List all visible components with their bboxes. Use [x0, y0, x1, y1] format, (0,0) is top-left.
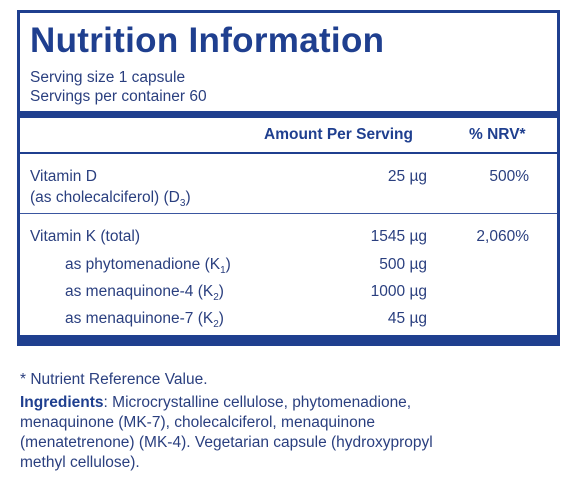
header-divider — [20, 111, 557, 118]
nutrition-panel: Nutrition Information Serving size 1 cap… — [17, 10, 560, 346]
k1-label: as phytomenadione (K1) — [65, 256, 231, 276]
vitamin-d-label: Vitamin D — [30, 168, 97, 185]
ingredients-line-2: menaquinone (MK-7), cholecalciferol, men… — [20, 414, 375, 431]
vitamin-d-nrv: 500% — [489, 168, 529, 185]
row-divider — [20, 213, 557, 214]
amount-column-header: Amount Per Serving — [264, 126, 413, 143]
mk4-label: as menaquinone-4 (K2) — [65, 283, 224, 303]
ingredients-line-4: methyl cellulose). — [20, 454, 140, 471]
nrv-column-header: % NRV* — [469, 126, 526, 143]
vitamin-d-sublabel: (as cholecalciferol) (D3) — [30, 189, 191, 209]
ingredients-heading: Ingredients — [20, 394, 104, 411]
mk4-amount: 1000 µg — [370, 283, 427, 300]
vitamin-k-amount: 1545 µg — [370, 228, 427, 245]
mk7-label: as menaquinone-7 (K2) — [65, 310, 224, 330]
column-header-divider — [20, 152, 557, 154]
serving-size: Serving size 1 capsule — [30, 69, 186, 86]
mk7-amount: 45 µg — [387, 310, 427, 327]
footnote: * Nutrient Reference Value. — [20, 371, 208, 388]
bottom-divider — [20, 335, 557, 343]
panel-title: Nutrition Information — [30, 21, 385, 60]
vitamin-k-label: Vitamin K (total) — [30, 228, 140, 245]
vitamin-k-nrv: 2,060% — [476, 228, 529, 245]
ingredients-line-1: Ingredients: Microcrystalline cellulose,… — [20, 394, 412, 411]
servings-per-container: Servings per container 60 — [30, 88, 207, 105]
k1-amount: 500 µg — [379, 256, 427, 273]
ingredients-line-3: (menatetrenone) (MK-4). Vegetarian capsu… — [20, 434, 433, 451]
vitamin-d-amount: 25 µg — [387, 168, 427, 185]
